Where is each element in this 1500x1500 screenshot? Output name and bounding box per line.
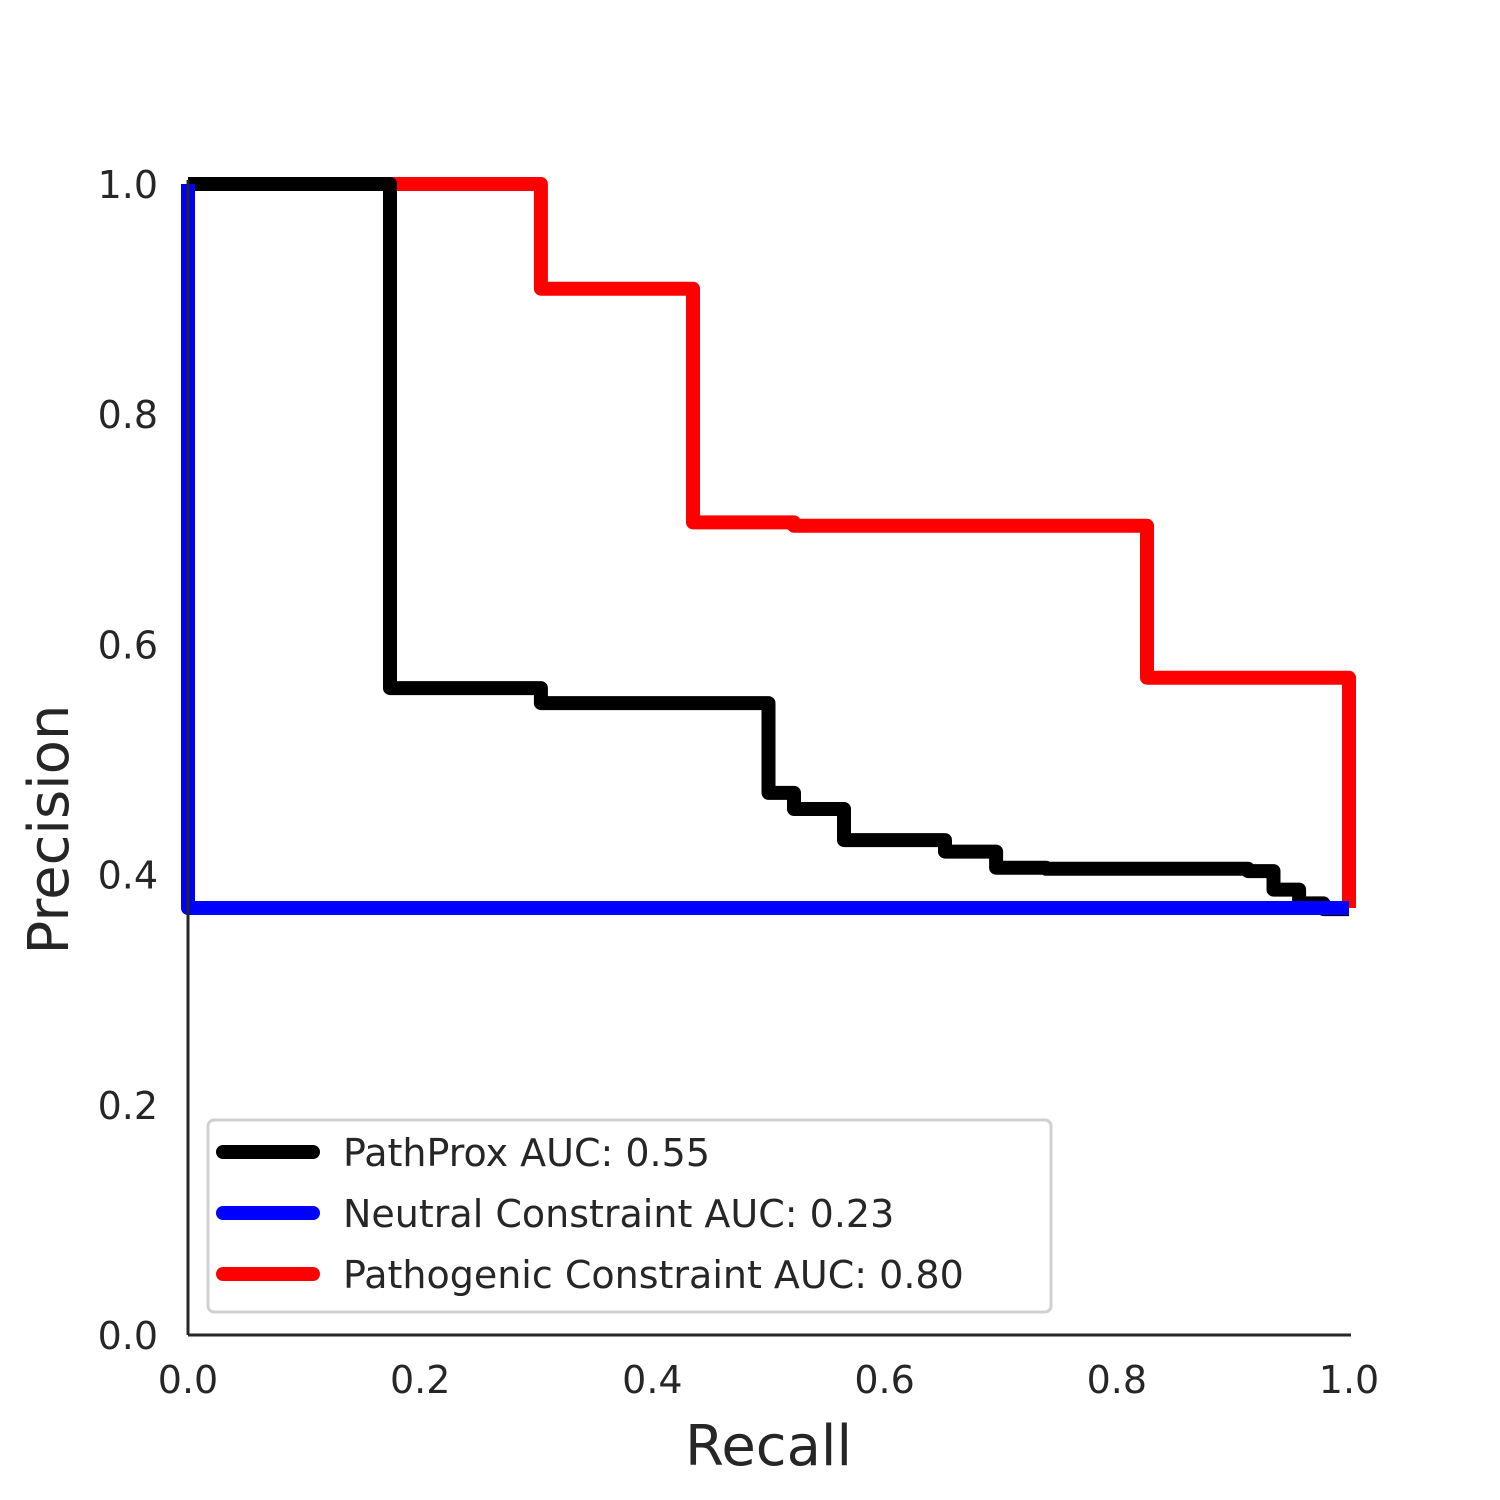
series-line-0: [188, 177, 1349, 917]
x-axis-title: Recall: [685, 1414, 852, 1479]
legend-label-0: PathProx AUC: 0.55: [343, 1131, 710, 1175]
y-tick-label: 1.0: [98, 163, 158, 207]
y-axis-title: Precision: [17, 705, 82, 955]
legend-label-1: Neutral Constraint AUC: 0.23: [343, 1192, 894, 1236]
x-tick-label: 0.8: [1087, 1358, 1147, 1402]
y-tick-label: 0.4: [98, 854, 158, 898]
x-tick-label: 0.6: [854, 1358, 914, 1402]
y-tick-label: 0.6: [98, 623, 158, 667]
x-tick-label: 0.4: [622, 1358, 682, 1402]
legend: PathProx AUC: 0.55 Neutral Constraint AUC…: [206, 1118, 1053, 1314]
axes-layer: [186, 180, 1351, 1337]
x-tick-label: 0.0: [158, 1358, 218, 1402]
ticks-layer: 0.0 0.2 0.4 0.6 0.8 1.0 0.0 0.2 0.4 0.6 0.8 1.0: [98, 163, 1380, 1402]
x-tick-label: 1.0: [1319, 1358, 1379, 1402]
series-line-2: [188, 177, 1356, 908]
series-layer: [181, 177, 1356, 917]
y-tick-label: 0.2: [98, 1084, 158, 1128]
legend-frame: [206, 1118, 1053, 1314]
y-tick-label: 0.8: [98, 393, 158, 437]
legend-label-2: Pathogenic Constraint AUC: 0.80: [343, 1253, 964, 1297]
y-tick-label: 0.0: [98, 1314, 158, 1358]
x-tick-label: 0.2: [390, 1358, 450, 1402]
